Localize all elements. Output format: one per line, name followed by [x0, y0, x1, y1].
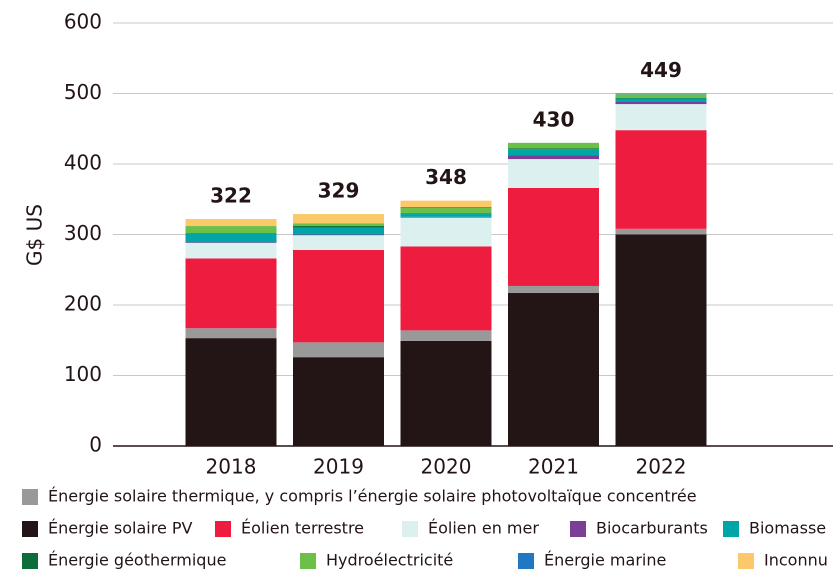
- y-tick-label: 200: [64, 292, 102, 316]
- y-tick-label: 300: [64, 221, 102, 245]
- bar-segment: [615, 98, 707, 102]
- bar-segment: [185, 242, 277, 259]
- legend-label: Biomasse: [749, 519, 826, 538]
- legend-label: Énergie géothermique: [48, 551, 226, 569]
- bar-segment: [400, 216, 492, 218]
- bar-segment: [293, 234, 384, 236]
- x-tick-label: 2019: [313, 455, 364, 479]
- bar-segment: [400, 217, 492, 247]
- bar-segment: [185, 258, 277, 329]
- total-label: 348: [425, 165, 467, 189]
- bar-segment: [185, 233, 277, 234]
- bar-segment: [508, 293, 599, 446]
- bar-segment: [400, 246, 492, 331]
- bar-segment: [615, 234, 707, 446]
- bar-segment: [185, 338, 277, 446]
- y-axis-label: G$ US: [23, 204, 47, 266]
- x-tick-label: 2022: [636, 455, 687, 479]
- bar-segment: [508, 159, 599, 188]
- x-tick-label: 2020: [421, 455, 472, 479]
- legend-swatch: [518, 553, 534, 569]
- bar-segment: [185, 233, 277, 243]
- legend-swatch: [22, 553, 38, 569]
- legend-swatch: [402, 521, 418, 537]
- total-label: 430: [533, 107, 575, 131]
- bar-segment: [615, 94, 707, 98]
- total-label: 449: [640, 58, 682, 82]
- bar-segment: [293, 223, 384, 227]
- bar-segment: [508, 148, 599, 150]
- y-tick-label: 100: [64, 362, 102, 386]
- bar-segment: [293, 214, 384, 224]
- bar-segment: [508, 187, 599, 286]
- bar-segment: [615, 101, 707, 105]
- bar-segment: [293, 227, 384, 235]
- bar-segment: [400, 200, 492, 208]
- bar-segment: [508, 155, 599, 160]
- bar-segment: [615, 130, 707, 229]
- bar-segment: [400, 213, 492, 215]
- bar-segment: [293, 235, 384, 251]
- legend-swatch: [723, 521, 739, 537]
- bar-segment: [400, 330, 492, 341]
- bar-segment: [400, 214, 492, 217]
- bar-segment: [185, 226, 277, 234]
- bar-segment: [185, 242, 277, 243]
- legend-label: Biocarburants: [596, 519, 708, 538]
- y-tick-label: 500: [64, 80, 102, 104]
- bar-segment: [615, 104, 707, 131]
- bar-segment: [508, 149, 599, 156]
- bar-segment: [508, 142, 599, 149]
- legend-swatch: [22, 489, 38, 505]
- bar-segment: [293, 357, 384, 446]
- bar-segment: [185, 218, 277, 227]
- bar-segment: [400, 207, 492, 208]
- bar-segment: [293, 226, 384, 228]
- legend-label: Inconnu: [764, 551, 828, 569]
- y-tick-label: 0: [89, 433, 102, 457]
- legend-label: Hydroélectricité: [326, 551, 453, 569]
- bar-segment: [615, 97, 707, 99]
- legend-swatch: [300, 553, 316, 569]
- legend-label: Énergie marine: [544, 551, 666, 569]
- bar-segment: [185, 328, 277, 339]
- y-tick-label: 600: [64, 10, 102, 34]
- total-label: 322: [210, 183, 252, 207]
- x-tick-label: 2018: [206, 455, 257, 479]
- bar-segment: [400, 207, 492, 214]
- legend-swatch: [22, 521, 38, 537]
- x-tick-label: 2021: [528, 455, 579, 479]
- legend-swatch: [215, 521, 231, 537]
- legend-label: Énergie solaire thermique, y compris l’é…: [48, 487, 697, 506]
- bar-segment: [400, 340, 492, 446]
- legend-swatch: [738, 553, 754, 569]
- bar-segment: [615, 93, 707, 95]
- y-tick-label: 400: [64, 151, 102, 175]
- bar-segment: [293, 342, 384, 358]
- bar-segment: [615, 228, 707, 235]
- bar-segment: [508, 285, 599, 294]
- legend-swatch: [570, 521, 586, 537]
- legend-label: Éolien terrestre: [241, 519, 364, 538]
- legend-label: Énergie solaire PV: [48, 519, 193, 538]
- total-label: 329: [318, 179, 360, 203]
- bar-segment: [293, 250, 384, 343]
- legend-label: Éolien en mer: [428, 519, 539, 538]
